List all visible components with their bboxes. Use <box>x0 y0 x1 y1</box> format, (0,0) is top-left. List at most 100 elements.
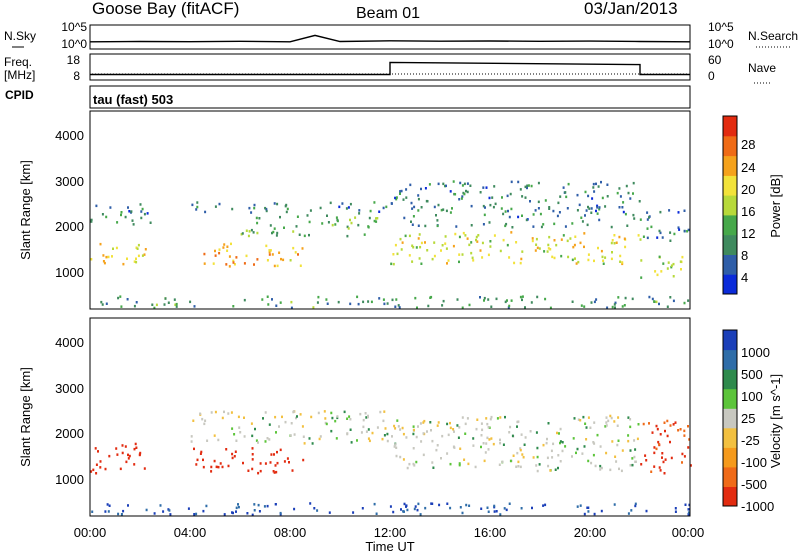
heatmap-cell <box>133 463 136 466</box>
heatmap-cell <box>587 253 590 256</box>
heatmap-cell <box>611 440 614 443</box>
heatmap-cell <box>438 503 441 507</box>
heatmap-cell <box>687 228 690 232</box>
heatmap-cell <box>105 302 108 305</box>
heatmap-cell <box>311 442 314 445</box>
heatmap-cell <box>534 249 537 252</box>
heatmap-cell <box>95 204 98 208</box>
heatmap-cell <box>504 224 507 228</box>
heatmap-cell <box>346 432 349 435</box>
heatmap-cell <box>233 263 236 266</box>
power-panel-frame <box>89 110 691 310</box>
heatmap-cell <box>493 234 496 237</box>
heatmap-cell <box>196 205 199 209</box>
heatmap-cell <box>424 506 427 510</box>
heatmap-cell <box>202 509 205 513</box>
heatmap-cell <box>481 241 484 245</box>
heatmap-cell <box>137 243 140 247</box>
heatmap-cell <box>115 246 118 250</box>
heatmap-cell <box>243 262 246 265</box>
heatmap-cell <box>516 425 518 428</box>
heatmap-cell <box>462 231 465 235</box>
heatmap-cell <box>617 296 620 299</box>
heatmap-cell <box>218 251 221 255</box>
heatmap-cell <box>373 219 376 223</box>
heatmap-cell <box>488 221 491 224</box>
heatmap-cell <box>577 418 580 421</box>
heatmap-cell <box>656 236 659 239</box>
heatmap-cell <box>435 448 438 452</box>
heatmap-cell <box>598 206 601 209</box>
heatmap-cell <box>561 449 564 453</box>
heatmap-cell <box>436 224 439 228</box>
heatmap-cell <box>629 197 632 200</box>
heatmap-cell <box>325 422 328 426</box>
heatmap-cell <box>418 257 421 260</box>
heatmap-cell <box>433 254 436 258</box>
colorbar-segment <box>723 214 737 236</box>
heatmap-cell <box>646 211 649 214</box>
heatmap-cell <box>613 420 616 423</box>
heatmap-cell <box>599 464 602 468</box>
velocity-cbar-tick-500: 500 <box>741 367 763 382</box>
heatmap-cell <box>529 200 531 203</box>
heatmap-cell <box>454 232 457 236</box>
heatmap-cell <box>357 223 360 227</box>
heatmap-cell <box>235 506 238 510</box>
heatmap-cell <box>293 433 296 436</box>
heatmap-cell <box>493 510 496 513</box>
heatmap-cell <box>512 454 515 457</box>
heatmap-cell <box>510 231 513 234</box>
heatmap-cell <box>489 417 492 421</box>
heatmap-cell <box>273 202 276 205</box>
heatmap-cell <box>532 225 535 228</box>
heatmap-cell <box>295 416 297 420</box>
heatmap-cell <box>420 440 423 443</box>
heatmap-cell <box>218 202 221 206</box>
heatmap-cell <box>107 510 110 513</box>
heatmap-cell <box>428 183 431 186</box>
heatmap-cell <box>606 183 609 186</box>
heatmap-cell <box>403 216 406 220</box>
velocity-panel: 4000 3000 2000 1000 Slant Range [km] 100… <box>18 317 783 517</box>
heatmap-cell <box>548 207 551 210</box>
heatmap-cell <box>466 417 469 420</box>
heatmap-cell <box>461 195 464 198</box>
heatmap-cell <box>572 437 575 440</box>
heatmap-cell <box>446 262 448 265</box>
heatmap-cell <box>274 503 277 506</box>
heatmap-cell <box>371 431 374 435</box>
heatmap-cell <box>522 456 525 459</box>
heatmap-cell <box>596 212 599 215</box>
heatmap-cell <box>621 449 624 452</box>
heatmap-cell <box>375 217 377 220</box>
heatmap-cell <box>503 507 506 510</box>
heatmap-cell <box>235 439 238 442</box>
heatmap-cell <box>596 204 599 208</box>
heatmap-cell <box>90 470 93 473</box>
heatmap-cell <box>390 202 393 205</box>
heatmap-cell <box>227 464 230 468</box>
heatmap-cell <box>551 255 554 259</box>
heatmap-cell <box>531 239 534 243</box>
heatmap-cell <box>609 468 612 472</box>
heatmap-cell <box>476 418 479 421</box>
heatmap-cell <box>256 258 259 261</box>
heatmap-cell <box>279 511 282 515</box>
heatmap-cell <box>122 262 125 266</box>
heatmap-cell <box>560 238 563 241</box>
heatmap-cell <box>556 431 558 435</box>
heatmap-cell <box>505 508 508 512</box>
heatmap-cell <box>588 207 591 210</box>
heatmap-cell <box>616 443 619 447</box>
heatmap-cell <box>193 447 195 451</box>
heatmap-cell <box>482 223 485 226</box>
heatmap-cell <box>396 419 399 422</box>
heatmap-cell <box>417 425 419 428</box>
heatmap-cell <box>316 301 319 304</box>
heatmap-cell <box>615 460 618 463</box>
heatmap-cell <box>273 227 276 230</box>
heatmap-cell <box>437 182 440 186</box>
heatmap-cell <box>410 201 413 205</box>
xtick-0000: 00:00 <box>74 525 107 540</box>
